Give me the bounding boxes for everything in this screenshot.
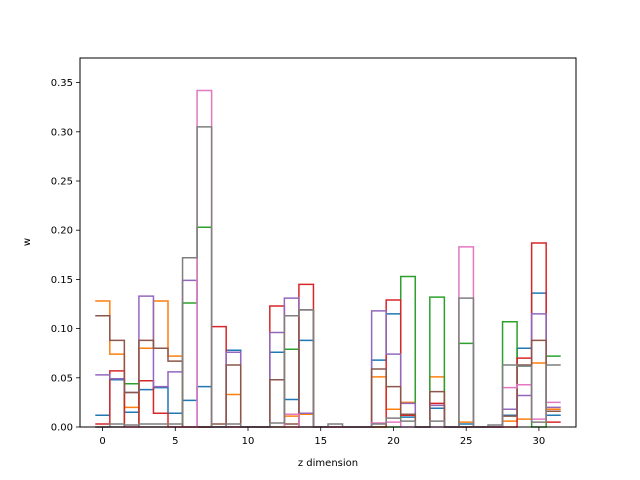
y-tick-label: 0.10 (51, 324, 73, 335)
y-axis: 0.00 0.05 0.10 0.15 0.20 0.25 0.30 0.35 (51, 78, 80, 434)
x-tick-label: 15 (314, 436, 327, 447)
y-tick-label: 0.35 (51, 78, 73, 89)
y-axis-label: w (22, 238, 33, 246)
x-tick-label: 30 (533, 436, 546, 447)
y-tick-label: 0.30 (51, 127, 73, 138)
x-axis-label: z dimension (298, 458, 358, 469)
x-tick-label: 25 (460, 436, 473, 447)
plot-background (80, 58, 576, 427)
x-tick-label: 10 (242, 436, 255, 447)
y-tick-label: 0.00 (51, 423, 73, 434)
y-tick-label: 0.20 (51, 226, 73, 237)
x-tick-label: 0 (99, 436, 105, 447)
y-tick-label: 0.05 (51, 373, 73, 384)
y-tick-label: 0.25 (51, 177, 73, 188)
y-tick-label: 0.15 (51, 275, 73, 286)
x-tick-label: 20 (387, 436, 400, 447)
x-axis: 0 5 10 15 20 25 30 (99, 427, 545, 447)
plot-frame (79, 57, 577, 428)
x-tick-label: 5 (172, 436, 178, 447)
